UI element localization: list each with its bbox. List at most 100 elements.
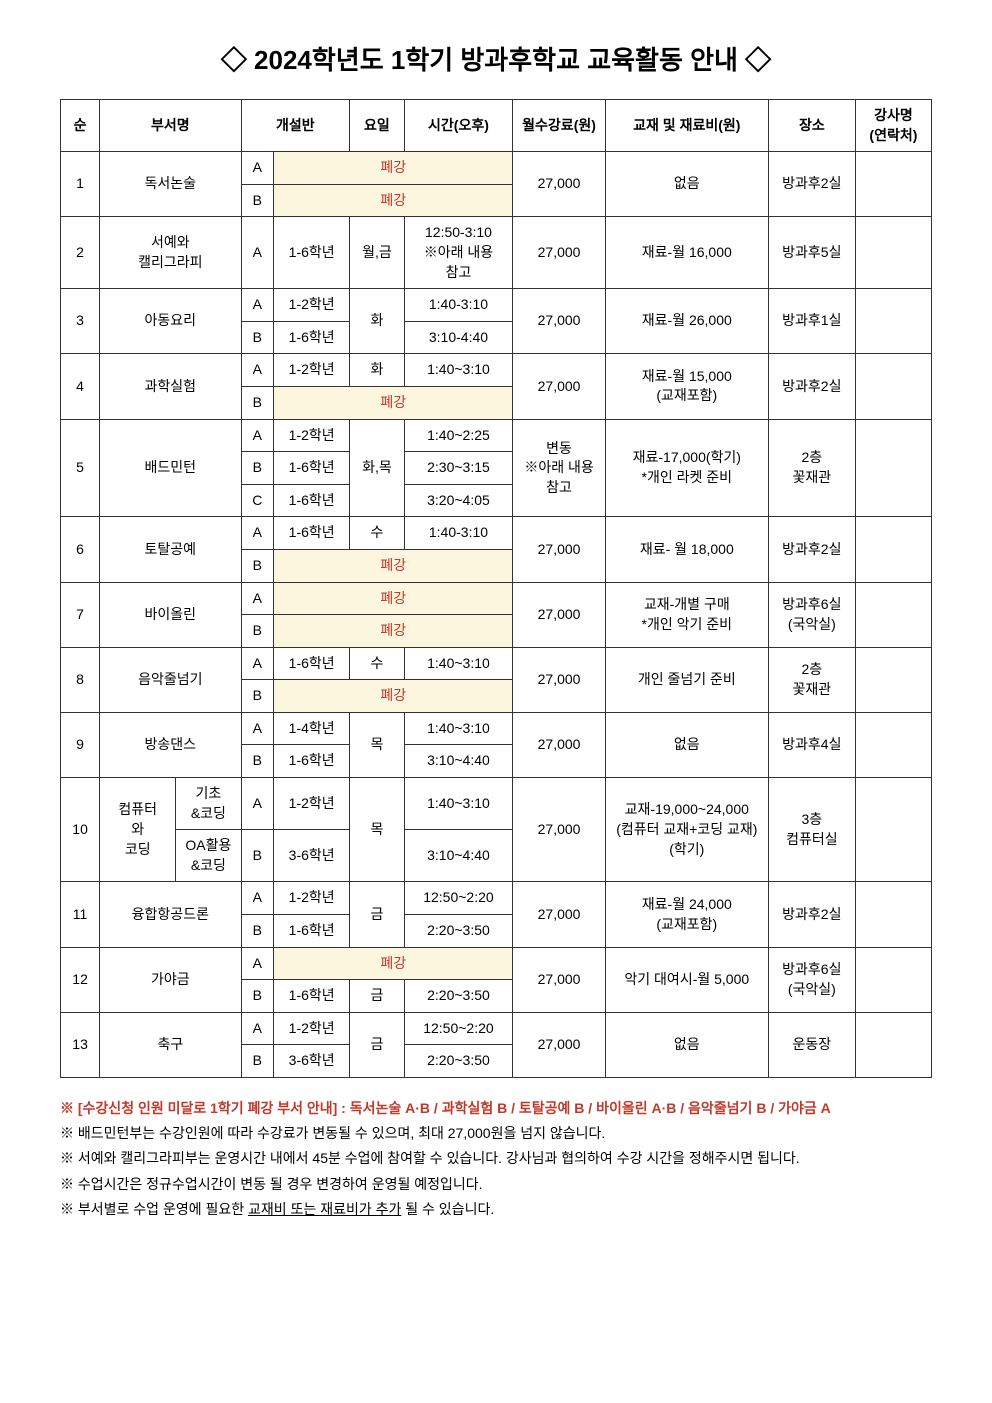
td-sec: B: [241, 184, 274, 217]
td-day: 금: [350, 1012, 404, 1077]
td-time: 3:10-4:40: [404, 321, 513, 354]
td-day: 수: [350, 647, 404, 680]
td-sec: B: [241, 680, 274, 713]
td-num: 11: [61, 882, 100, 947]
td-grade: 1-2학년: [274, 354, 350, 387]
td-time: 3:20~4:05: [404, 484, 513, 517]
td-inst: [855, 647, 931, 712]
td-num: 7: [61, 582, 100, 647]
note-line: ※ 부서별로 수업 운영에 필요한 교재비 또는 재료비가 추가 될 수 있습니…: [60, 1197, 932, 1222]
td-dept: 바이올린: [100, 582, 241, 647]
td-sec: B: [241, 1045, 274, 1078]
td-dept: 가야금: [100, 947, 241, 1012]
td-sec: B: [241, 452, 274, 485]
td-time: 1:40~3:10: [404, 778, 513, 830]
td-fee: 27,000: [513, 947, 605, 1012]
td-fee: 27,000: [513, 289, 605, 354]
td-material: 재료-월 15,000(교재포함): [605, 354, 768, 419]
td-closed: 폐강: [274, 386, 513, 419]
td-grade: 1-2학년: [274, 289, 350, 322]
td-closed: 폐강: [274, 152, 513, 185]
td-num: 3: [61, 289, 100, 354]
th-fee: 월수강료(원): [513, 100, 605, 152]
td-num: 5: [61, 419, 100, 517]
td-sec: A: [241, 582, 274, 615]
td-time: 1:40-3:10: [404, 289, 513, 322]
td-time: 1:40~3:10: [404, 647, 513, 680]
td-sec: A: [241, 217, 274, 289]
td-day: 화: [350, 354, 404, 387]
td-sec: B: [241, 915, 274, 948]
td-inst: [855, 289, 931, 354]
td-material: 악기 대여시-월 5,000: [605, 947, 768, 1012]
td-sec: A: [241, 419, 274, 452]
td-time: 12:50~2:20: [404, 1012, 513, 1045]
td-day: 수: [350, 517, 404, 550]
td-day: 화: [350, 289, 404, 354]
td-closed: 폐강: [274, 549, 513, 582]
td-fee: 변동※아래 내용참고: [513, 419, 605, 517]
td-loc: 방과후6실(국악실): [768, 947, 855, 1012]
note-underline: 교재비 또는 재료비가 추가: [248, 1201, 401, 1217]
td-closed: 폐강: [274, 947, 513, 980]
td-time: 1:40~2:25: [404, 419, 513, 452]
td-grade: 3-6학년: [274, 830, 350, 882]
td-time: 2:20~3:50: [404, 1045, 513, 1078]
schedule-table: 순 부서명 개설반 요일 시간(오후) 월수강료(원) 교재 및 재료비(원) …: [60, 99, 932, 1078]
td-closed: 폐강: [274, 184, 513, 217]
td-time: 1:40~3:10: [404, 354, 513, 387]
td-dept: 독서논술: [100, 152, 241, 217]
td-dept: 배드민턴: [100, 419, 241, 517]
td-grade: 1-6학년: [274, 745, 350, 778]
td-loc: 2층꽃재관: [768, 647, 855, 712]
td-fee: 27,000: [513, 1012, 605, 1077]
td-sec: B: [241, 549, 274, 582]
td-sec: A: [241, 1012, 274, 1045]
td-material: 개인 줄넘기 준비: [605, 647, 768, 712]
td-inst: [855, 1012, 931, 1077]
td-sec: B: [241, 386, 274, 419]
td-fee: 27,000: [513, 582, 605, 647]
th-time: 시간(오후): [404, 100, 513, 152]
td-inst: [855, 354, 931, 419]
td-grade: 1-6학년: [274, 217, 350, 289]
td-grade: 3-6학년: [274, 1045, 350, 1078]
td-inst: [855, 419, 931, 517]
td-loc: 방과후2실: [768, 354, 855, 419]
td-material: 재료-17,000(학기)*개인 라켓 준비: [605, 419, 768, 517]
td-grade: 1-4학년: [274, 712, 350, 745]
td-material: 재료-월 16,000: [605, 217, 768, 289]
notes-block: ※ [수강신청 인원 미달로 1학기 폐강 부서 안내] : 독서논술 A·B …: [60, 1096, 932, 1222]
td-fee: 27,000: [513, 152, 605, 217]
td-day: 금: [350, 980, 404, 1013]
th-instructor: 강사명(연락처): [855, 100, 931, 152]
td-material: 교재-개별 구매*개인 악기 준비: [605, 582, 768, 647]
td-grade: 1-2학년: [274, 419, 350, 452]
td-loc: 방과후4실: [768, 712, 855, 777]
td-sec: A: [241, 778, 274, 830]
note-line: ※ 배드민턴부는 수강인원에 따라 수강료가 변동될 수 있으며, 최대 27,…: [60, 1121, 932, 1146]
td-sec: C: [241, 484, 274, 517]
td-loc: 방과후2실: [768, 152, 855, 217]
page-title: ◇ 2024학년도 1학기 방과후학교 교육활동 안내 ◇: [60, 40, 932, 77]
td-grade: 1-2학년: [274, 882, 350, 915]
td-fee: 27,000: [513, 217, 605, 289]
td-time: 2:20~3:50: [404, 915, 513, 948]
note-closed-warning: ※ [수강신청 인원 미달로 1학기 폐강 부서 안내] : 독서논술 A·B …: [60, 1096, 932, 1121]
th-day: 요일: [350, 100, 404, 152]
td-inst: [855, 152, 931, 217]
td-grade: 1-6학년: [274, 321, 350, 354]
td-grade: 1-6학년: [274, 517, 350, 550]
td-sec: A: [241, 647, 274, 680]
td-sec: A: [241, 354, 274, 387]
td-fee: 27,000: [513, 882, 605, 947]
th-num: 순: [61, 100, 100, 152]
td-subdept: 기초&코딩: [176, 778, 241, 830]
td-loc: 방과후2실: [768, 882, 855, 947]
td-day: 월,금: [350, 217, 404, 289]
td-num: 4: [61, 354, 100, 419]
td-grade: 1-6학년: [274, 452, 350, 485]
td-inst: [855, 582, 931, 647]
td-num: 13: [61, 1012, 100, 1077]
td-grade: 1-2학년: [274, 1012, 350, 1045]
